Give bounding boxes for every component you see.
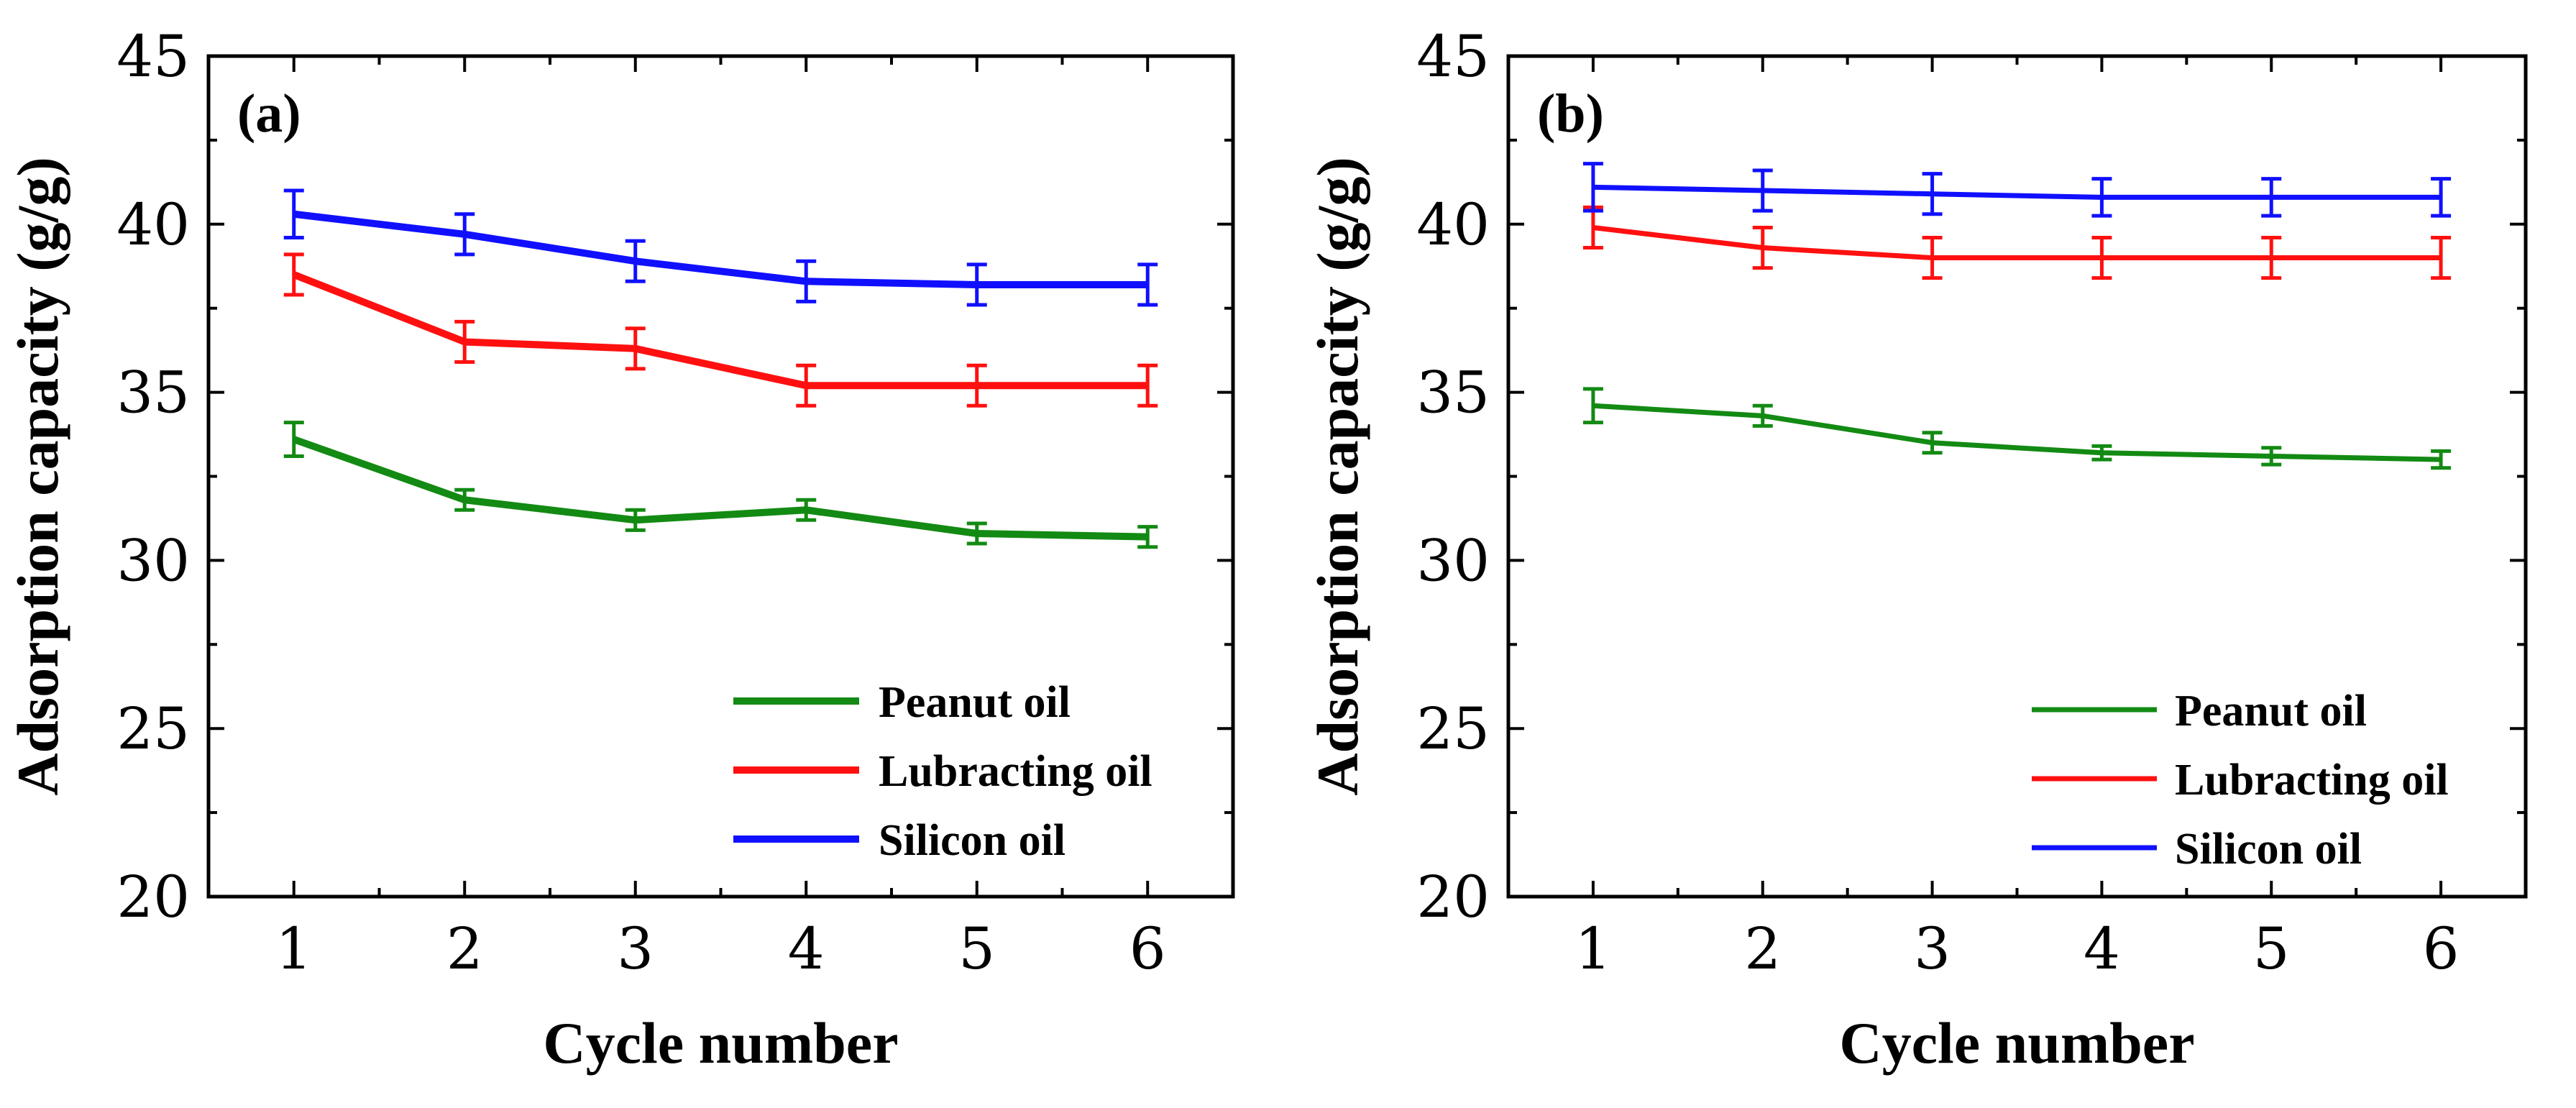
legend-label: Silicon oil [879, 816, 1065, 865]
data-point [975, 283, 978, 286]
y-tick-label: 25 [1416, 695, 1490, 762]
y-tick-label: 20 [116, 864, 190, 930]
x-tick-label: 4 [2084, 915, 2120, 982]
data-point [1761, 189, 1764, 193]
data-point [2439, 256, 2443, 260]
data-point [463, 340, 467, 344]
y-tick-label: 35 [116, 360, 190, 426]
data-point [2100, 196, 2104, 199]
legend-label: Lubracting oil [879, 747, 1152, 796]
x-tick-label: 1 [275, 915, 312, 982]
y-tick-label: 45 [1416, 23, 1490, 90]
y-tick-label: 35 [1416, 360, 1490, 426]
data-point [805, 280, 808, 283]
data-point [633, 260, 637, 263]
y-tick-label: 45 [116, 23, 190, 90]
data-point [2100, 451, 2104, 454]
series-peanut-oil [1582, 387, 2452, 470]
series-line [293, 210, 1148, 288]
data-point [1591, 404, 1595, 408]
data-point [1146, 384, 1150, 388]
data-point [805, 508, 808, 512]
data-point [1591, 226, 1595, 229]
series-line [1592, 184, 2442, 200]
data-point [2100, 256, 2104, 260]
data-point [292, 273, 295, 276]
y-tick-label: 30 [116, 527, 190, 594]
data-point [975, 531, 978, 535]
legend-label: Peanut oil [879, 678, 1071, 727]
data-point [1761, 246, 1764, 249]
x-tick-label: 2 [1744, 915, 1781, 982]
data-point [2270, 256, 2273, 260]
data-point [292, 212, 295, 216]
series-peanut-oil [283, 421, 1158, 549]
series-line [292, 271, 1148, 390]
x-tick-label: 5 [2253, 915, 2290, 982]
legend-label: Peanut oil [2175, 687, 2367, 736]
data-point [2270, 196, 2273, 199]
series-line [1592, 403, 2442, 462]
panel-label: (a) [237, 83, 301, 144]
data-point [292, 438, 295, 441]
series-lubracting-oil [283, 252, 1158, 408]
x-tick-label: 6 [1129, 915, 1166, 982]
x-tick-label: 2 [446, 915, 483, 982]
series-line [293, 436, 1148, 541]
y-tick-label: 20 [1416, 864, 1490, 930]
data-point [1930, 441, 1934, 444]
data-point [633, 347, 637, 350]
data-point [1591, 186, 1595, 189]
panel-label: (b) [1537, 83, 1604, 144]
x-tick-label: 5 [958, 915, 995, 982]
data-point [463, 232, 467, 236]
data-point [1930, 192, 1934, 196]
data-point [463, 498, 467, 502]
series-silicon-oil [1582, 162, 2452, 218]
data-point [975, 384, 978, 388]
x-tick-label: 4 [788, 915, 825, 982]
x-axis-title: Cycle number [543, 1010, 898, 1076]
x-tick-label: 1 [1575, 915, 1611, 982]
y-tick-label: 30 [1416, 527, 1490, 594]
data-point [633, 518, 637, 522]
y-tick-label: 25 [116, 695, 190, 762]
data-point [2270, 454, 2273, 458]
series-silicon-oil [283, 188, 1158, 307]
data-point [805, 384, 808, 388]
x-tick-label: 3 [1914, 915, 1951, 982]
y-axis-title: Adsorption capacity (g/g) [1305, 157, 1370, 795]
series-line [1592, 225, 2442, 261]
data-point [2439, 196, 2443, 199]
legend-label: Lubracting oil [2175, 756, 2449, 805]
x-tick-label: 6 [2423, 915, 2460, 982]
data-point [2439, 458, 2443, 462]
y-axis-title: Adsorption capacity (g/g) [5, 157, 70, 795]
data-point [1761, 414, 1764, 418]
x-tick-label: 3 [617, 915, 654, 982]
data-point [1930, 256, 1934, 260]
series-lubracting-oil [1582, 205, 2452, 280]
y-tick-label: 40 [116, 191, 190, 258]
data-point [1146, 535, 1150, 539]
y-tick-label: 40 [1416, 191, 1490, 258]
data-point [1146, 283, 1150, 286]
x-axis-title: Cycle number [1839, 1010, 2194, 1076]
legend-label: Silicon oil [2175, 825, 2362, 874]
